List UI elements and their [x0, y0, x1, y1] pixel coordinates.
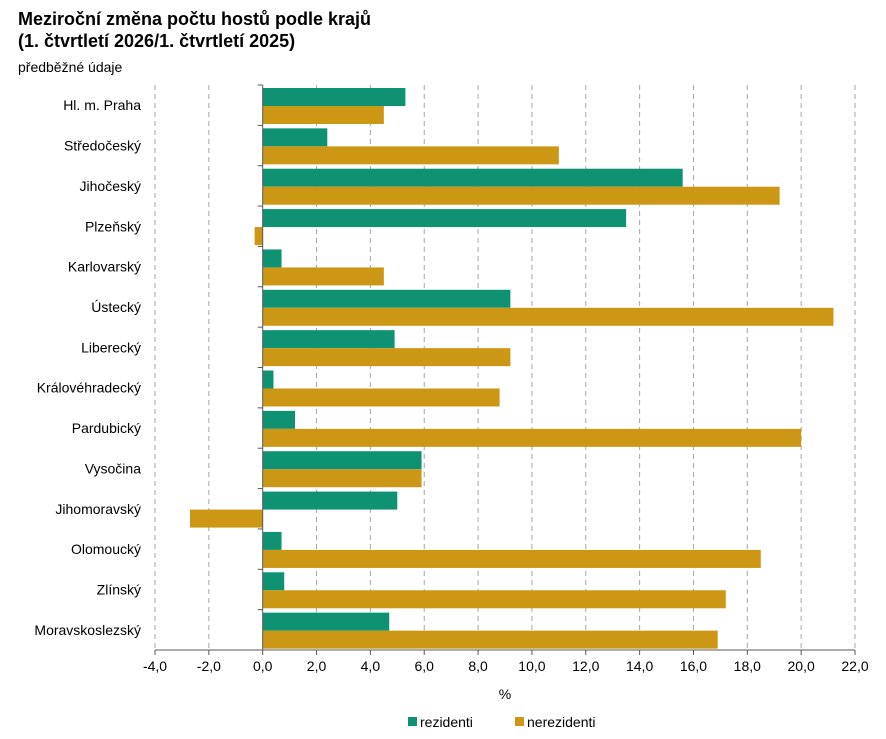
category-label: Moravskoslezský	[34, 622, 141, 638]
legend-label-nerezidenti: nerezidenti	[527, 714, 596, 730]
chart-title-line2: (1. čtvrtletí 2026/1. čtvrtletí 2025)	[18, 31, 296, 51]
chart-subtitle: předběžné údaje	[18, 59, 123, 75]
category-label: Středočeský	[64, 138, 141, 154]
bar-rezidenti	[262, 88, 406, 106]
category-label: Liberecký	[81, 339, 141, 355]
bars	[190, 88, 834, 649]
category-label: Olomoucký	[71, 541, 141, 557]
bar-rezidenti	[262, 410, 295, 429]
bar-rezidenti	[262, 451, 422, 470]
bar-nerezidenti	[262, 549, 761, 568]
x-axis-title: %	[499, 686, 511, 702]
labels: -4,0 -2,0 0,0 2,0 4,0 6,0 8,0 10,0 12,0 14,0 16,0 1…	[34, 97, 868, 702]
x-tick-label: 10,0	[518, 658, 545, 674]
x-tick-label: 16,0	[680, 658, 707, 674]
chart-title: Meziroční změna počtu hostů podle krajů …	[18, 8, 371, 52]
legend-swatch-rezidenti	[408, 717, 417, 726]
category-label: Jihomoravský	[55, 501, 141, 517]
category-label: Královéhradecký	[37, 380, 141, 396]
x-tick-label: 0,0	[253, 658, 273, 674]
x-tick-label: 14,0	[626, 658, 653, 674]
category-label: Vysočina	[85, 460, 142, 476]
category-label: Pardubický	[72, 420, 141, 436]
bar-nerezidenti	[262, 469, 422, 488]
bar-rezidenti	[262, 491, 398, 510]
x-tick-label: 20,0	[788, 658, 815, 674]
x-tick-label: 2,0	[307, 658, 327, 674]
category-label: Karlovarský	[68, 259, 141, 275]
category-label: Plzeňský	[85, 218, 141, 234]
bar-nerezidenti	[262, 186, 780, 205]
bar-rezidenti	[262, 330, 395, 349]
bar-nerezidenti	[262, 630, 718, 649]
category-label: Ústecký	[91, 299, 141, 315]
bar-rezidenti	[262, 531, 282, 550]
legend: rezidenti nerezidenti	[408, 714, 596, 730]
bar-rezidenti	[262, 370, 274, 389]
category-label: Hl. m. Praha	[63, 97, 141, 113]
bar-nerezidenti	[262, 267, 384, 286]
legend-label-rezidenti: rezidenti	[420, 714, 473, 730]
bar-rezidenti	[262, 168, 683, 187]
x-tick-label: 12,0	[572, 658, 599, 674]
x-tick-label: 6,0	[414, 658, 434, 674]
x-tick-label: 4,0	[361, 658, 381, 674]
category-label: Jihočeský	[80, 178, 141, 194]
bar-nerezidenti	[262, 106, 384, 124]
bar-nerezidenti	[262, 348, 511, 367]
bar-rezidenti	[262, 128, 328, 147]
bar-rezidenti	[262, 249, 282, 268]
bar-nerezidenti	[262, 307, 834, 326]
bar-nerezidenti	[262, 388, 500, 407]
bar-nerezidenti	[262, 428, 802, 447]
bar-nerezidenti	[254, 227, 263, 246]
category-label: Zlínský	[97, 581, 141, 597]
bar-nerezidenti	[262, 146, 559, 165]
bar-rezidenti	[262, 572, 285, 591]
chart-title-line1: Meziroční změna počtu hostů podle krajů	[18, 9, 372, 29]
bar-rezidenti	[262, 209, 627, 228]
bar-nerezidenti	[190, 509, 263, 528]
x-tick-label: -2,0	[197, 658, 221, 674]
x-tick-label: 18,0	[734, 658, 761, 674]
bar-rezidenti	[262, 612, 390, 631]
x-tick-label: 22,0	[841, 658, 868, 674]
bar-nerezidenti	[262, 590, 726, 609]
x-tick-label: 8,0	[468, 658, 488, 674]
x-tick-label: -4,0	[143, 658, 167, 674]
bar-rezidenti	[262, 289, 511, 308]
axes	[154, 84, 856, 655]
legend-swatch-nerezidenti	[515, 717, 524, 726]
